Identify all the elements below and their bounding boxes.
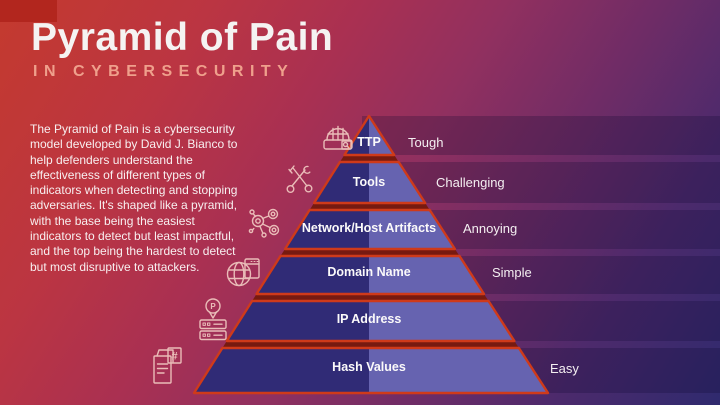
level-label-ip-address: IP Address <box>336 312 402 326</box>
difficulty-band-tough <box>362 116 720 155</box>
level-label-tools: Tools <box>352 175 386 189</box>
description-text: The Pyramid of Pain is a cybersecurity m… <box>30 122 238 274</box>
page-title: Pyramid of Pain <box>31 16 334 59</box>
map-pin-server-icon: P <box>195 296 231 349</box>
accent-rectangle <box>0 0 57 22</box>
network-nodes-icon <box>247 205 283 244</box>
difficulty-label-tough: Tough <box>408 135 444 150</box>
difficulty-label-simple: Simple <box>492 265 532 280</box>
wrench-screwdriver-icon <box>284 161 314 202</box>
page-subtitle: IN CYBERSECURITY <box>33 63 295 80</box>
difficulty-label-annoying: Annoying <box>463 221 518 236</box>
level-shadows <box>222 155 519 348</box>
beanie-search-icon <box>317 114 359 159</box>
hash-glyph: # <box>171 351 177 363</box>
level-outlines <box>192 114 550 395</box>
level-label-ttp: TTP <box>357 135 381 149</box>
difficulty-label-challenging: Challenging <box>436 175 505 190</box>
difficulty-label-easy: Easy <box>550 361 579 376</box>
globe-browser-icon <box>224 254 262 295</box>
level-label-network-host-artifacts: Network/Host Artifacts <box>301 221 437 235</box>
level-label-domain-name: Domain Name <box>327 265 411 279</box>
level-label-hash-values: Hash Values <box>332 360 406 374</box>
hash-document-icon: # <box>149 346 185 395</box>
pin-letter: P <box>210 302 216 311</box>
